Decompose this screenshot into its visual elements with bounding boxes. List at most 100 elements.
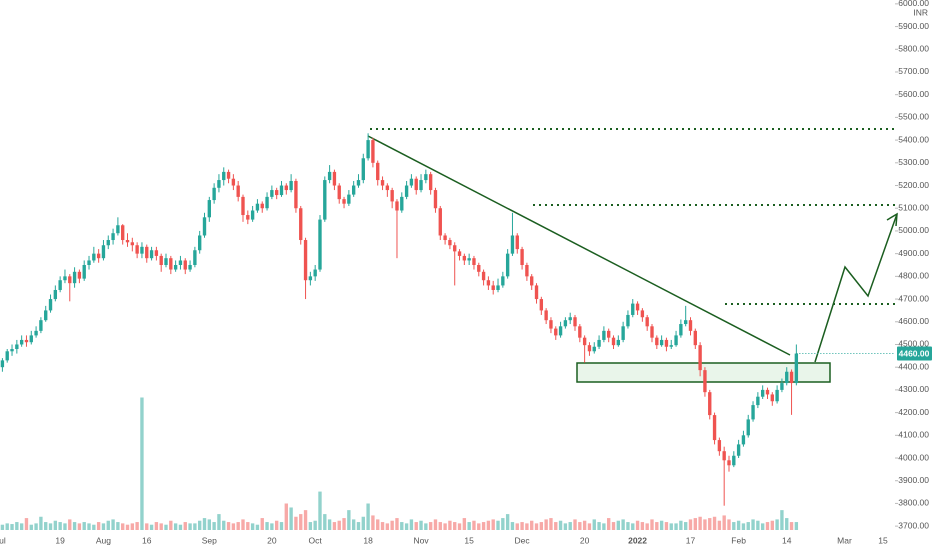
candle-body [72, 271, 77, 284]
candle-body [332, 171, 337, 186]
volume-bar [92, 524, 96, 530]
volume-bar [87, 523, 91, 530]
candle-body [703, 370, 707, 393]
volume-bar [255, 524, 260, 530]
volume-bar [222, 520, 226, 530]
candle-body [10, 349, 14, 352]
volume-bar [303, 510, 308, 530]
candle-body [592, 346, 596, 352]
candle-body [462, 255, 467, 261]
candle-body [178, 260, 183, 265]
volume-bar [549, 518, 553, 530]
volume-bar [501, 518, 505, 530]
candle-body [760, 389, 765, 397]
candle-body [467, 258, 471, 261]
volume-bar [640, 522, 645, 530]
candle-body [664, 339, 669, 347]
volume-bar [582, 520, 587, 530]
volume-bar [717, 520, 722, 530]
candle-body [453, 245, 457, 252]
y-tick-label: 5400.00 [898, 134, 929, 144]
candle-body [53, 289, 58, 300]
candle-body [419, 180, 423, 191]
volume-bar [380, 522, 385, 530]
x-tick-label: 15 [878, 535, 888, 545]
candle-body [597, 339, 601, 347]
candle-body [481, 271, 486, 281]
candle-body [727, 460, 731, 466]
candle-body [135, 245, 139, 254]
candle-body [756, 396, 760, 406]
y-tick-label: 4500.00 [898, 339, 929, 349]
candle-body [217, 180, 221, 188]
candle-body [510, 235, 515, 254]
candle-body [125, 240, 130, 243]
candle-body [347, 194, 351, 204]
candle-body [525, 265, 529, 277]
candle-body [207, 200, 211, 218]
candle-body [544, 310, 548, 321]
candle-body [231, 178, 236, 186]
candle-body [308, 276, 313, 281]
candle-body [44, 310, 48, 321]
x-tick-label: Aug [96, 535, 111, 545]
candle-body [587, 345, 592, 352]
y-tick-label: 4700.00 [898, 293, 929, 303]
x-tick-label: 18 [363, 535, 373, 545]
y-tick-label: 5100.00 [898, 202, 929, 212]
volume-bar [106, 520, 110, 530]
volume-bar [631, 523, 635, 530]
candle-body [299, 208, 303, 241]
candle-body [289, 180, 293, 191]
candle-body [385, 185, 390, 191]
candle-body [140, 246, 144, 254]
volume-bar [366, 503, 370, 530]
y-tick-label: 6000.00 [898, 0, 929, 8]
y-tick-label: 4400.00 [898, 361, 929, 371]
candle-body [154, 250, 159, 256]
candle-body [751, 405, 755, 420]
candle-body [785, 371, 789, 384]
volume-bar [342, 518, 346, 530]
candle-body [250, 210, 255, 220]
candle-body [15, 344, 19, 350]
volume-bar [265, 522, 269, 530]
candle-body [164, 258, 168, 265]
volume-bar [438, 522, 442, 530]
candle-body [337, 185, 341, 200]
candle-body [741, 435, 746, 445]
y-tick-label: 4800.00 [898, 271, 929, 281]
volume-bar [250, 523, 255, 530]
volume-bar [347, 510, 351, 530]
candle-body [684, 320, 688, 325]
x-tick-label: 20 [580, 535, 590, 545]
volume-bar [10, 524, 14, 530]
volume-bar [419, 520, 423, 530]
volume-bars [0, 397, 799, 530]
candle-body [183, 260, 187, 270]
candle-body [395, 201, 399, 211]
candle-body [318, 219, 322, 270]
volume-bar [332, 522, 337, 530]
volume-bar [53, 520, 58, 530]
candle-body [732, 455, 736, 466]
candle-body [631, 303, 635, 315]
candle-body [424, 174, 428, 181]
volume-bar [279, 522, 284, 530]
volume-bar [289, 507, 293, 530]
volume-bar [318, 491, 322, 530]
volume-bar [183, 522, 187, 530]
volume-bar [376, 519, 380, 530]
candle-body [265, 196, 269, 209]
volume-bar [635, 520, 640, 530]
volume-bar [520, 522, 524, 530]
volume-bar [554, 522, 558, 530]
candle-body [400, 196, 404, 211]
volume-bar [217, 514, 221, 530]
y-tick-label: 5200.00 [898, 180, 929, 190]
y-tick-label: 3900.00 [898, 475, 929, 485]
volume-bar [539, 522, 544, 530]
volume-bar [534, 523, 539, 530]
candles [0, 133, 799, 506]
candle-body [366, 140, 370, 159]
